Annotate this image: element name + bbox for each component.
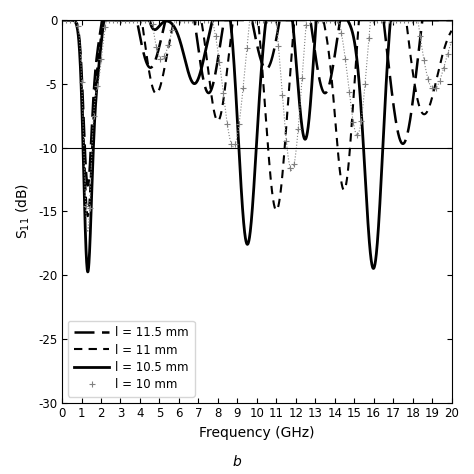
- l = 10 mm: [433, 86, 438, 91]
- Line: l = 10.5 mm: l = 10.5 mm: [62, 20, 452, 272]
- l = 11.5 mm: [59, 17, 65, 23]
- X-axis label: Frequency (GHz): Frequency (GHz): [199, 426, 315, 440]
- l = 10 mm: [295, 127, 301, 132]
- l = 11 mm: [249, 17, 255, 23]
- l = 11 mm: [85, 213, 91, 219]
- l = 10.5 mm: [79, 106, 85, 112]
- l = 10.5 mm: [249, 214, 255, 220]
- l = 10.5 mm: [438, 17, 443, 23]
- Line: l = 11.5 mm: l = 11.5 mm: [62, 20, 452, 185]
- l = 10 mm: [421, 57, 427, 63]
- l = 11.5 mm: [238, 17, 244, 23]
- l = 11.5 mm: [449, 17, 455, 23]
- l = 11 mm: [438, 61, 443, 66]
- l = 11.5 mm: [249, 17, 255, 23]
- l = 10 mm: [264, 17, 270, 23]
- l = 10.5 mm: [449, 17, 455, 23]
- l = 11.5 mm: [85, 182, 91, 188]
- Legend: l = 11.5 mm, l = 11 mm, l = 10.5 mm, l = 10 mm: l = 11.5 mm, l = 11 mm, l = 10.5 mm, l =…: [68, 320, 195, 397]
- Text: b: b: [233, 455, 241, 469]
- Line: l = 11 mm: l = 11 mm: [62, 20, 452, 216]
- l = 11 mm: [238, 17, 244, 23]
- l = 11.5 mm: [79, 76, 85, 82]
- l = 10 mm: [59, 17, 65, 23]
- l = 11 mm: [79, 87, 85, 92]
- l = 11.5 mm: [438, 17, 443, 23]
- l = 10.5 mm: [59, 17, 65, 23]
- Line: l = 10 mm: l = 10 mm: [59, 17, 455, 210]
- l = 10 mm: [138, 17, 144, 23]
- l = 10 mm: [87, 205, 92, 210]
- l = 10 mm: [154, 45, 159, 50]
- l = 11.5 mm: [366, 17, 372, 23]
- l = 11 mm: [438, 60, 443, 65]
- l = 10.5 mm: [85, 269, 91, 275]
- l = 10 mm: [449, 39, 455, 45]
- Y-axis label: S$_{11}$ (dB): S$_{11}$ (dB): [15, 183, 32, 239]
- l = 11 mm: [366, 17, 372, 23]
- l = 10.5 mm: [238, 188, 244, 193]
- l = 10.5 mm: [438, 17, 443, 23]
- l = 11 mm: [59, 17, 65, 23]
- l = 11 mm: [449, 28, 455, 34]
- l = 10.5 mm: [366, 234, 372, 239]
- l = 11.5 mm: [438, 17, 443, 23]
